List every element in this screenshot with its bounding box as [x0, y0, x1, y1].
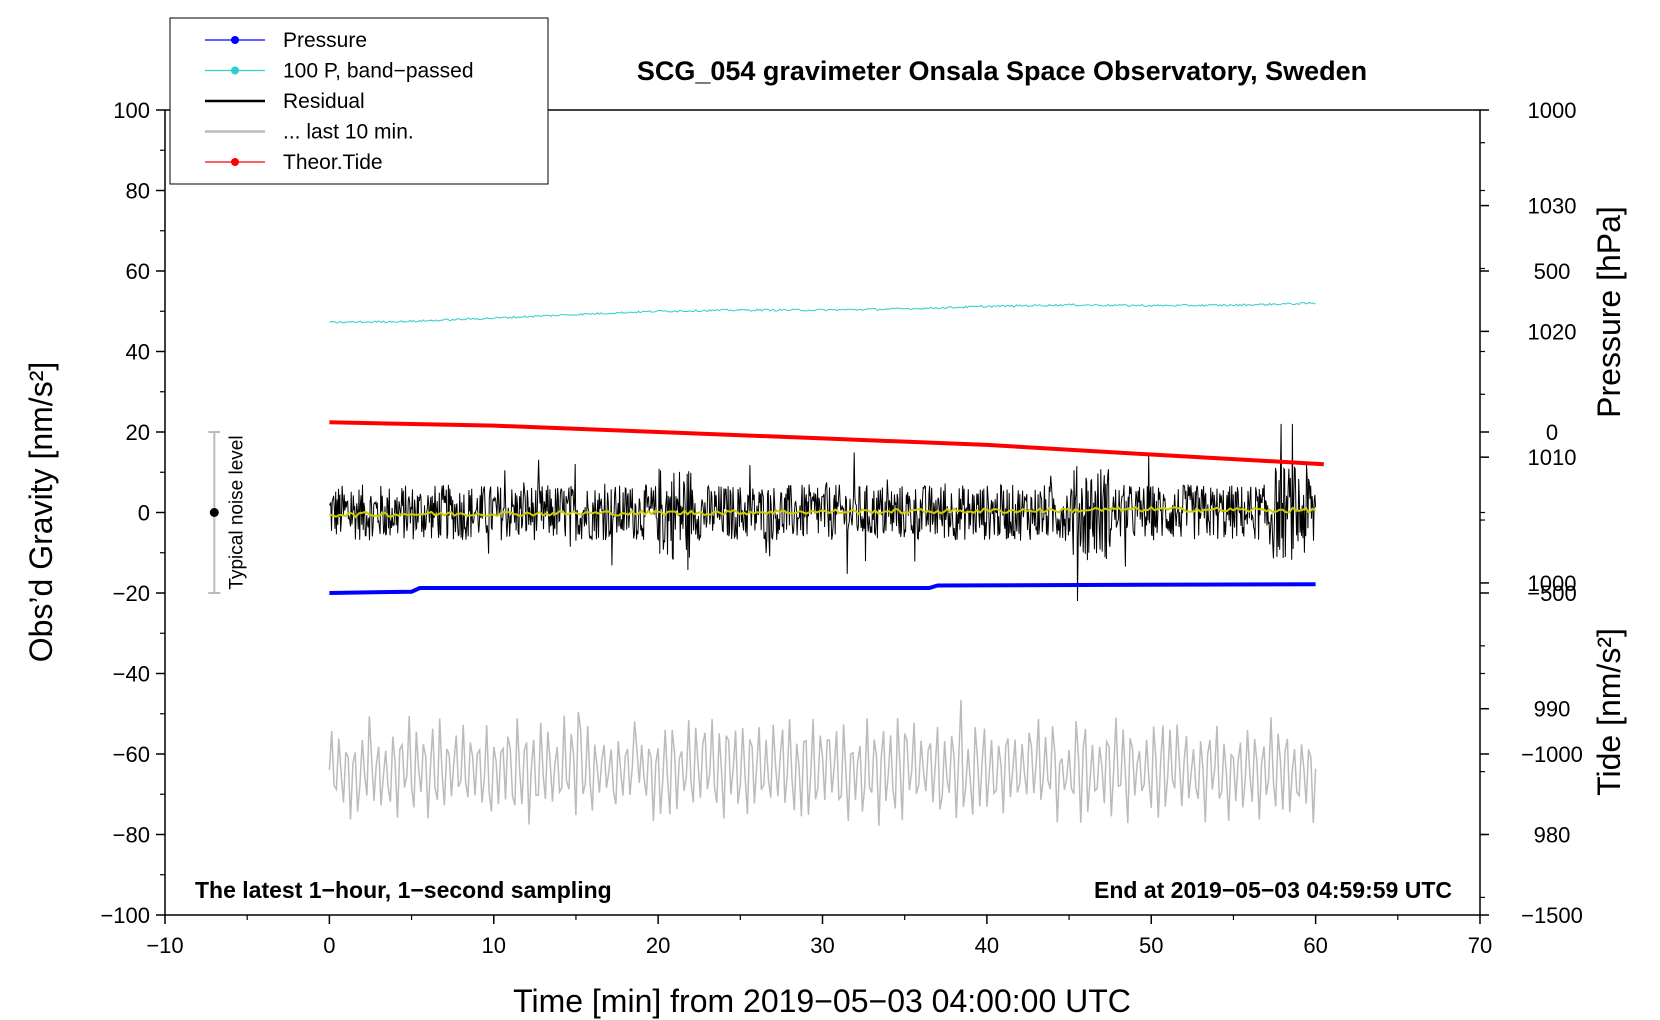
tide-tick-label: −1500 [1521, 903, 1583, 928]
tide-tick-label: −500 [1527, 581, 1577, 606]
y-tick-label: 20 [126, 420, 150, 445]
legend: Pressure 100 P, band−passed Residual ... la… [169, 17, 549, 185]
legend-swatch-dot [231, 36, 239, 44]
legend-label: Residual [283, 90, 365, 113]
y-tick-label: 100 [113, 98, 150, 123]
tide-tick-label: 500 [1534, 259, 1571, 284]
y-tick-label: −60 [113, 742, 150, 767]
noise-level-label: Typical noise level [226, 435, 247, 589]
tide-tick-label: 0 [1546, 420, 1558, 445]
x-tick-label: 60 [1303, 933, 1327, 958]
legend-swatch-dot [231, 158, 239, 166]
residual-line [328, 423, 1317, 602]
x-tick-label: −10 [146, 933, 183, 958]
x-tick-label: 40 [975, 933, 999, 958]
y-tick-label: 80 [126, 179, 150, 204]
pressure-tick-label: 1020 [1528, 319, 1577, 344]
y-tick-label: −20 [113, 581, 150, 606]
sampling-note: The latest 1−hour, 1−second sampling [195, 877, 612, 903]
x-tick-label: 10 [482, 933, 506, 958]
y-tick-label: −100 [100, 903, 150, 928]
x-tick-label: 50 [1139, 933, 1163, 958]
pressure-tick-label: 1010 [1528, 445, 1577, 470]
legend-label: 100 P, band−passed [283, 60, 474, 83]
tide-tick-label: 1000 [1528, 98, 1577, 123]
theoretical-tide-line [329, 420, 1324, 467]
pressure-line [329, 582, 1316, 595]
bandpassed-pressure-line [329, 301, 1316, 324]
chart-title: SCG_054 gravimeter Onsala Space Observat… [637, 56, 1367, 86]
y-tick-label: −80 [113, 823, 150, 848]
pressure-tick-label: 990 [1534, 697, 1571, 722]
pressure-tick-label: 1030 [1528, 194, 1577, 219]
x-axis-label: Time [min] from 2019−05−03 04:00:00 UTC [513, 983, 1131, 1019]
y-axis-label-pressure: Pressure [hPa] [1591, 206, 1627, 418]
y-tick-label: 40 [126, 340, 150, 365]
noise-level-indicator: Typical noise level [208, 431, 247, 594]
y-tick-label: 60 [126, 259, 150, 284]
x-tick-label: 70 [1468, 933, 1492, 958]
y-tick-label: −40 [113, 662, 150, 687]
pressure-tick-label: 980 [1534, 823, 1571, 848]
data-layer [328, 301, 1324, 826]
noise-bar-center [209, 508, 219, 517]
smoothed-residual-line [329, 505, 1317, 519]
y-axis-label-left: Obs’d Gravity [nm/s²] [23, 362, 59, 663]
x-tick-label: 0 [323, 933, 335, 958]
legend-label: Pressure [283, 29, 367, 52]
pressure-tick-label: 1000 [1528, 571, 1577, 596]
y-axis-label-tide: Tide [nm/s²] [1591, 628, 1627, 796]
y-tick-label: 0 [138, 501, 150, 526]
legend-swatch-dot [231, 66, 239, 75]
axes-layer: −10 0 10 20 30 40 50 60 70−100−80−60−40−20020406… [100, 98, 1582, 958]
x-tick-label: 20 [646, 933, 670, 958]
legend-label: ... last 10 min. [283, 121, 414, 144]
end-time-note: End at 2019−05−03 04:59:59 UTC [1094, 877, 1452, 903]
x-tick-label: 30 [810, 933, 834, 958]
legend-label: Theor.Tide [283, 151, 383, 174]
last-10-min-line [328, 699, 1317, 826]
tide-tick-label: −1000 [1521, 742, 1583, 767]
